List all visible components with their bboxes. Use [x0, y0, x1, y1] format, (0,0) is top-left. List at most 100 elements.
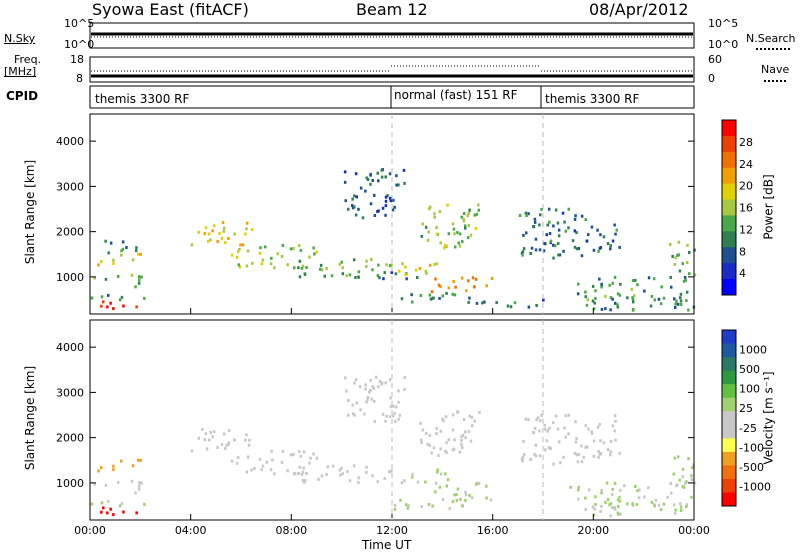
data-cell [567, 413, 570, 417]
data-cell [557, 440, 561, 444]
data-cell [690, 474, 693, 478]
data-cell [674, 306, 677, 309]
data-cell [109, 241, 113, 245]
data-cell [416, 276, 419, 279]
data-cell [678, 478, 681, 482]
data-cell [623, 484, 626, 488]
data-cell [447, 286, 450, 290]
data-cell [364, 189, 367, 193]
data-cell [365, 400, 368, 404]
data-cell [438, 210, 441, 213]
data-cell [246, 455, 250, 459]
data-cell [251, 261, 254, 265]
data-cell [441, 294, 444, 298]
data-cell [351, 403, 354, 407]
data-cell [93, 276, 96, 280]
data-cell [685, 290, 689, 294]
data-cell [305, 472, 308, 475]
data-cell [351, 204, 354, 208]
data-cell [353, 413, 356, 417]
data-cell [626, 296, 629, 300]
data-cell [404, 265, 407, 269]
data-cell [557, 228, 561, 232]
data-cell [343, 180, 347, 184]
data-cell [298, 450, 301, 454]
data-cell [203, 438, 207, 442]
data-cell [616, 498, 620, 502]
data-cell [575, 437, 578, 441]
data-cell [381, 206, 385, 210]
data-cell [631, 296, 634, 300]
data-cell [602, 235, 606, 239]
data-cell [332, 464, 335, 468]
data-cell [269, 262, 273, 266]
data-cell [388, 470, 392, 474]
data-cell [384, 204, 388, 208]
data-cell [112, 468, 115, 472]
data-cell [138, 481, 141, 485]
data-cell [609, 296, 613, 300]
data-cell [420, 440, 423, 444]
data-cell [445, 484, 448, 488]
data-cell [383, 271, 386, 275]
data-cell [364, 387, 367, 391]
data-cell [547, 207, 551, 211]
y-tick-label: 1000 [56, 477, 84, 490]
data-cell [534, 443, 538, 447]
data-cell [204, 432, 208, 436]
data-cell [411, 300, 414, 304]
data-cell [370, 258, 373, 261]
data-cell [557, 253, 560, 257]
data-cell [395, 405, 398, 409]
data-cell [672, 472, 675, 476]
data-cell [383, 477, 386, 481]
data-cell [574, 420, 577, 424]
data-cell [693, 248, 696, 252]
data-cell [222, 229, 225, 233]
data-cell [359, 186, 363, 190]
data-cell [448, 507, 451, 511]
data-cell [652, 277, 656, 281]
data-cell [122, 304, 125, 308]
data-cell [407, 504, 410, 508]
data-cell [209, 238, 212, 242]
data-cell [619, 488, 622, 492]
data-cell [609, 502, 613, 506]
data-cell [390, 271, 393, 274]
freq-label-line2: [MHz] [4, 65, 37, 78]
data-cell [371, 179, 374, 182]
data-cell [666, 495, 669, 499]
data-cell [380, 168, 384, 172]
data-cell [520, 457, 524, 461]
data-cell [112, 262, 115, 266]
velocity-axes: 1000 2000 3000 4000 00:00 04:00 08:00 12:00 16:0… [56, 320, 710, 537]
data-cell [273, 266, 276, 270]
data-cell [599, 509, 602, 513]
data-cell [564, 229, 567, 233]
data-cell [549, 239, 553, 243]
data-cell [361, 216, 365, 220]
data-cell [474, 277, 478, 281]
data-cell [112, 513, 115, 517]
data-cell [369, 378, 372, 382]
data-cell [397, 400, 400, 404]
data-cell [596, 228, 599, 232]
data-cell [365, 465, 368, 469]
data-cell [373, 214, 377, 217]
data-cell [258, 457, 262, 461]
noise-tick-right-bottom: 10^0 [708, 38, 739, 51]
data-cell [586, 298, 590, 302]
data-cell [380, 175, 384, 179]
data-cell [674, 512, 677, 515]
data-cell [534, 248, 538, 252]
x-tick-label: 04:00 [175, 524, 207, 537]
data-cell [653, 504, 656, 508]
data-cell [404, 503, 408, 507]
data-cell [613, 481, 617, 485]
data-cell [120, 249, 123, 253]
data-cell [444, 449, 447, 453]
data-cell [354, 276, 357, 279]
data-cell [90, 502, 94, 506]
data-cell [392, 198, 395, 202]
data-cell [301, 264, 305, 268]
